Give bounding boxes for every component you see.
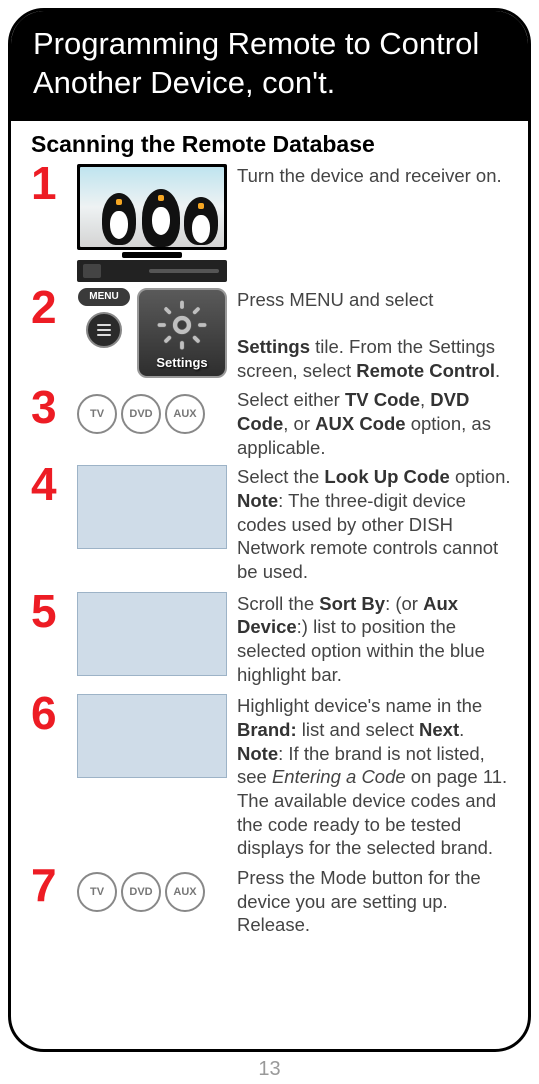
step-number: 1 xyxy=(31,160,77,206)
mode-dvd-icon: DVD xyxy=(121,394,161,434)
mode-tv-icon: TV xyxy=(77,394,117,434)
screenshot-placeholder-icon xyxy=(77,694,227,778)
step-3: 3 TV DVD AUX Select either TV Code, DVD … xyxy=(31,388,514,459)
tv-icon xyxy=(77,164,227,258)
step-number: 3 xyxy=(31,384,77,430)
step-text: Highlight device's name in the Brand: li… xyxy=(237,694,514,860)
step-text: Scroll the Sort By: (or Aux Device:) lis… xyxy=(237,592,514,687)
receiver-icon xyxy=(77,260,227,282)
step-7: 7 TV DVD AUX Press the Mode button for t… xyxy=(31,866,514,937)
mode-tv-icon: TV xyxy=(77,872,117,912)
mode-dvd-icon: DVD xyxy=(121,872,161,912)
step-number: 5 xyxy=(31,588,77,634)
step-6: 6 Highlight device's name in the Brand: … xyxy=(31,694,514,860)
step-text: Press MENU and selectSettings tile. From… xyxy=(237,288,514,383)
step-5: 5 Scroll the Sort By: (or Aux Device:) l… xyxy=(31,592,514,687)
step-number: 7 xyxy=(31,862,77,908)
body: Scanning the Remote Database 1 xyxy=(11,121,528,953)
step-4: 4 Select the Look Up Code option. Note: … xyxy=(31,465,514,583)
screenshot-placeholder-icon xyxy=(77,592,227,676)
settings-tile-icon: Settings xyxy=(137,288,227,378)
step-3-graphic: TV DVD AUX xyxy=(77,388,227,434)
settings-tile-label: Settings xyxy=(156,355,207,370)
step-6-graphic xyxy=(77,694,227,778)
step-1: 1 Turn the device xyxy=(31,164,514,282)
gear-icon xyxy=(155,298,209,352)
step-number: 6 xyxy=(31,690,77,736)
manual-page: Programming Remote to Control Another De… xyxy=(0,0,539,1084)
step-4-graphic xyxy=(77,465,227,549)
step-text: Turn the device and receiver on. xyxy=(237,164,514,188)
section-subheading: Scanning the Remote Database xyxy=(31,131,514,158)
step-5-graphic xyxy=(77,592,227,676)
mode-aux-icon: AUX xyxy=(165,394,205,434)
step-number: 2 xyxy=(31,284,77,330)
page-number: 13 xyxy=(8,1058,531,1081)
mode-buttons-icon: TV DVD AUX xyxy=(77,388,227,434)
step-text: Select the Look Up Code option. Note: Th… xyxy=(237,465,514,583)
step-text: Press the Mode button for the device you… xyxy=(237,866,514,937)
step-1-graphic xyxy=(77,164,227,282)
menu-pill-icon: MENU xyxy=(78,288,130,306)
menu-button-icon xyxy=(86,312,122,348)
screenshot-placeholder-icon xyxy=(77,465,227,549)
step-number: 4 xyxy=(31,461,77,507)
content-card: Programming Remote to Control Another De… xyxy=(8,8,531,1052)
mode-aux-icon: AUX xyxy=(165,872,205,912)
mode-buttons-icon: TV DVD AUX xyxy=(77,866,227,912)
step-2-graphic: MENU xyxy=(77,288,227,378)
step-2: 2 MENU xyxy=(31,288,514,383)
page-title: Programming Remote to Control Another De… xyxy=(11,11,528,121)
step-7-graphic: TV DVD AUX xyxy=(77,866,227,912)
step-text: Select either TV Code, DVD Code, or AUX … xyxy=(237,388,514,459)
